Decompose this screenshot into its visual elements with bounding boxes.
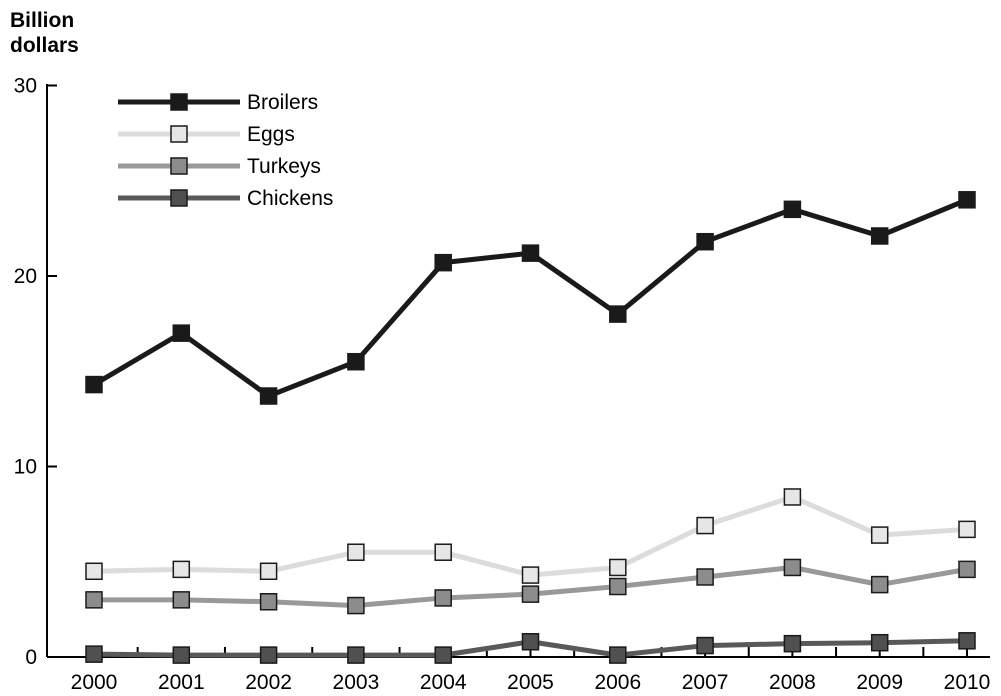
legend-label-eggs: Eggs xyxy=(247,123,295,146)
data-point-broilers xyxy=(696,232,714,251)
x-tick-label: 2007 xyxy=(682,671,729,694)
series-line-broilers xyxy=(92,197,968,399)
series-eggs xyxy=(85,488,976,584)
data-point-turkeys xyxy=(958,560,976,579)
legend-item-chickens: Chickens xyxy=(118,187,333,210)
data-point-chickens xyxy=(85,645,103,663)
data-point-broilers xyxy=(609,305,627,323)
data-point-broilers xyxy=(259,387,278,405)
data-point-turkeys xyxy=(259,593,278,611)
data-point-turkeys xyxy=(870,575,889,594)
x-tick-label: 2010 xyxy=(944,671,991,694)
data-point-turkeys xyxy=(172,591,191,609)
data-point-chickens xyxy=(347,646,365,664)
legend-marker-turkeys xyxy=(170,157,188,175)
legend-label-turkeys: Turkeys xyxy=(247,155,321,178)
data-point-chickens xyxy=(172,646,191,664)
legend-item-eggs: Eggs xyxy=(118,123,295,146)
data-point-eggs xyxy=(347,543,365,561)
data-point-turkeys xyxy=(696,568,714,586)
legend-label-chickens: Chickens xyxy=(247,187,333,210)
data-point-broilers xyxy=(85,375,103,394)
y-axis-unit-line-2: dollars xyxy=(10,34,79,57)
legend-marker-eggs xyxy=(170,125,188,143)
data-point-eggs xyxy=(172,560,191,579)
legend: Broilers Eggs Turkeys Chickens xyxy=(118,91,333,210)
data-point-eggs xyxy=(259,562,278,581)
y-tick-label: 0 xyxy=(25,646,37,669)
x-tick-label: 2004 xyxy=(420,671,467,694)
data-point-chickens xyxy=(521,633,540,651)
x-tick-label: 2006 xyxy=(594,671,641,694)
data-point-turkeys xyxy=(85,591,103,609)
data-point-broilers xyxy=(172,324,191,342)
series-turkeys xyxy=(85,558,976,615)
data-point-chickens xyxy=(609,646,627,664)
legend-label-broilers: Broilers xyxy=(247,91,318,114)
data-point-broilers xyxy=(958,191,976,209)
data-point-eggs xyxy=(434,543,452,561)
y-tick-label: 10 xyxy=(14,456,37,479)
y-tick-label: 30 xyxy=(14,75,37,98)
x-tick-label: 2003 xyxy=(333,671,380,694)
data-point-eggs xyxy=(85,562,103,581)
data-point-broilers xyxy=(870,227,889,245)
series-broilers xyxy=(85,191,976,405)
legend-marker-chickens xyxy=(170,189,188,207)
series-layer xyxy=(85,191,976,664)
series-chickens xyxy=(85,632,976,664)
data-point-eggs xyxy=(870,526,889,544)
data-point-broilers xyxy=(783,200,802,219)
data-point-turkeys xyxy=(347,596,365,615)
legend-item-turkeys: Turkeys xyxy=(118,155,321,178)
data-point-broilers xyxy=(521,244,540,262)
data-point-turkeys xyxy=(609,577,627,596)
y-axis-unit-line-1: Billion xyxy=(10,9,75,32)
legend-marker-broilers xyxy=(170,93,188,111)
data-point-eggs xyxy=(609,558,627,577)
x-tick-label: 2001 xyxy=(158,671,205,694)
x-tick-label: 2000 xyxy=(71,671,118,694)
data-point-turkeys xyxy=(783,558,802,577)
legend-item-broilers: Broilers xyxy=(118,91,318,114)
data-point-chickens xyxy=(434,646,452,664)
x-tick-label: 2009 xyxy=(856,671,903,694)
y-axis-unit-label: Billion dollars xyxy=(10,8,79,58)
data-point-turkeys xyxy=(521,585,540,603)
data-point-chickens xyxy=(696,636,714,655)
x-tick-label: 2008 xyxy=(769,671,816,694)
data-point-turkeys xyxy=(434,589,452,607)
data-point-eggs xyxy=(696,516,714,535)
data-point-chickens xyxy=(259,646,278,664)
series-line-eggs xyxy=(93,494,968,578)
data-point-eggs xyxy=(783,488,802,506)
y-tick-label: 20 xyxy=(14,265,37,288)
data-point-eggs xyxy=(958,520,976,539)
x-tick-label: 2005 xyxy=(507,671,554,694)
x-tick-label: 2002 xyxy=(245,671,292,694)
data-point-chickens xyxy=(958,632,976,650)
data-point-eggs xyxy=(521,566,540,584)
data-point-chickens xyxy=(870,633,889,652)
data-point-chickens xyxy=(783,634,802,653)
data-point-broilers xyxy=(347,352,365,371)
data-point-broilers xyxy=(434,253,452,272)
